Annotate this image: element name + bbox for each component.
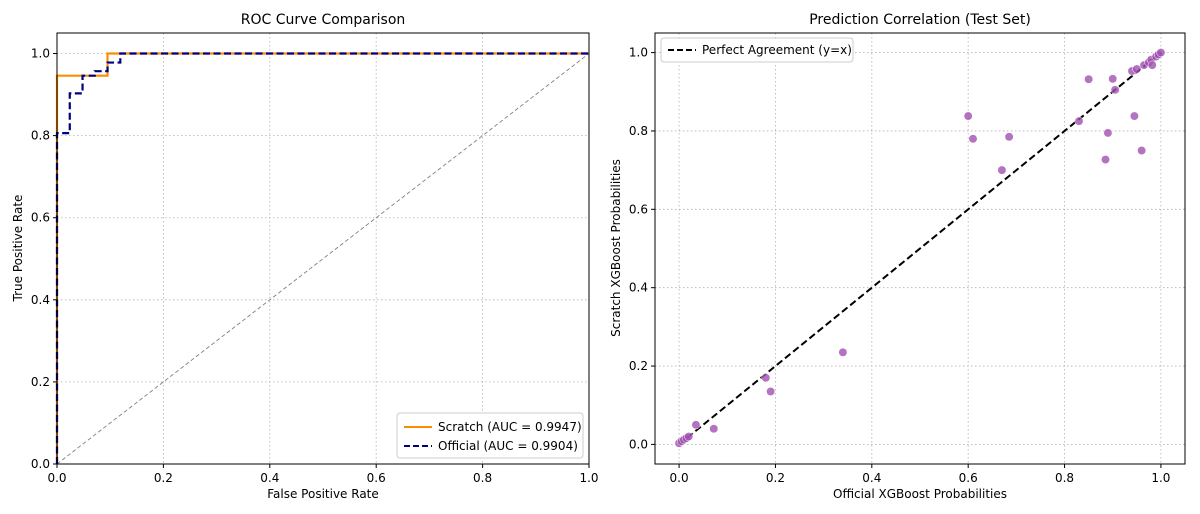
scatter-x-ticks: 0.0 0.2 0.4 0.6 0.8 1.0 <box>670 464 1170 485</box>
scatter-point <box>968 134 978 144</box>
roc-diagonal-line <box>56 53 590 465</box>
perfect-agreement-line <box>678 51 1162 446</box>
scatter-x-tick-label: 0.2 <box>766 471 785 485</box>
scatter-y-tick-label: 0.2 <box>629 359 648 373</box>
scatter-point <box>1137 146 1147 155</box>
roc-y-tick-label: 0.4 <box>31 293 50 307</box>
scatter-point <box>1074 116 1084 126</box>
roc-y-tick-label: 0.0 <box>31 457 50 471</box>
scatter-point <box>963 111 973 121</box>
scatter-point <box>1147 60 1157 70</box>
scatter-point <box>691 420 701 430</box>
scatter-y-tick-label: 0.8 <box>629 124 648 138</box>
scatter-point <box>766 387 776 396</box>
scatter-legend-box <box>660 37 854 63</box>
roc-title: ROC Curve Comparison <box>241 12 406 28</box>
roc-y-axis-label: True Positive Rate <box>11 195 25 303</box>
roc-series <box>55 52 590 465</box>
legend-label-official: Official (AUC = 0.9904) <box>438 439 578 453</box>
roc-x-tick-label: 0.8 <box>473 471 492 485</box>
scatter-point <box>1129 111 1139 121</box>
scatter-x-tick-label: 0.0 <box>670 471 689 485</box>
roc-axes-frame <box>56 32 590 465</box>
scatter-x-tick-label: 0.6 <box>959 471 978 485</box>
roc-y-tick-label: 0.6 <box>31 211 50 225</box>
roc-x-tick-label: 0.4 <box>260 471 279 485</box>
scatter-y-axis-label: Scratch XGBoost Probabilities <box>609 159 623 337</box>
roc-legend: Scratch (AUC = 0.9947) Official (AUC = 0… <box>396 412 584 459</box>
scatter-y-tick-label: 0.4 <box>629 281 648 295</box>
scatter-point <box>838 347 848 357</box>
scatter-point <box>761 373 771 383</box>
roc-x-tick-label: 0.6 <box>367 471 386 485</box>
scatter-x-tick-label: 1.0 <box>1151 471 1170 485</box>
roc-x-tick-label: 1.0 <box>579 471 598 485</box>
scatter-y-tick-label: 0.0 <box>629 437 648 451</box>
scatter-y-tick-label: 1.0 <box>629 46 648 60</box>
scatter-axes-frame <box>654 32 1186 465</box>
scatter-x-tick-label: 0.4 <box>862 471 881 485</box>
roc-y-tick-label: 0.2 <box>31 375 50 389</box>
roc-y-tick-label: 0.8 <box>31 129 50 143</box>
roc-x-axis-label: False Positive Rate <box>267 487 379 501</box>
roc-x-tick-label: 0.0 <box>47 471 66 485</box>
scatter-point <box>1110 85 1120 95</box>
scatter-point <box>1132 64 1142 74</box>
scatter-panel: Prediction Correlation (Test Set) 0.0 0.2… <box>609 12 1186 501</box>
legend-label-perfect-agreement: Perfect Agreement (y=x) <box>702 43 852 57</box>
roc-legend-box <box>396 412 584 459</box>
scatter-reference-line <box>678 51 1162 446</box>
scatter-point <box>1004 132 1014 142</box>
scatter-point <box>1156 48 1166 58</box>
roc-x-tick-label: 0.2 <box>154 471 173 485</box>
scatter-point <box>1101 155 1110 165</box>
scatter-x-axis-label: Official XGBoost Probabilities <box>833 487 1007 501</box>
roc-y-tick-label: 1.0 <box>31 47 50 61</box>
scatter-y-ticks: 0.0 0.2 0.4 0.6 0.8 1.0 <box>629 46 655 451</box>
roc-grid <box>56 33 590 465</box>
legend-label-scratch: Scratch (AUC = 0.9947) <box>438 420 582 434</box>
scatter-point <box>684 432 694 442</box>
scatter-point <box>1108 74 1118 84</box>
roc-x-ticks: 0.0 0.2 0.4 0.6 0.8 1.0 <box>47 464 599 485</box>
scatter-point <box>1084 74 1094 84</box>
scatter-y-tick-label: 0.6 <box>629 202 648 216</box>
scatter-point <box>1103 128 1113 138</box>
scatter-legend: Perfect Agreement (y=x) <box>660 37 854 63</box>
roc-panel: ROC Curve Comparison 0.0 0.2 0.4 0.6 0.8 1.0 … <box>11 12 599 501</box>
scatter-point <box>709 424 719 434</box>
scatter-points <box>674 48 1166 448</box>
scatter-title: Prediction Correlation (Test Set) <box>809 12 1031 28</box>
scatter-x-tick-label: 0.8 <box>1055 471 1074 485</box>
roc-official-line <box>55 52 589 464</box>
scatter-point <box>997 165 1007 175</box>
roc-y-ticks: 0.0 0.2 0.4 0.6 0.8 1.0 <box>31 47 57 471</box>
